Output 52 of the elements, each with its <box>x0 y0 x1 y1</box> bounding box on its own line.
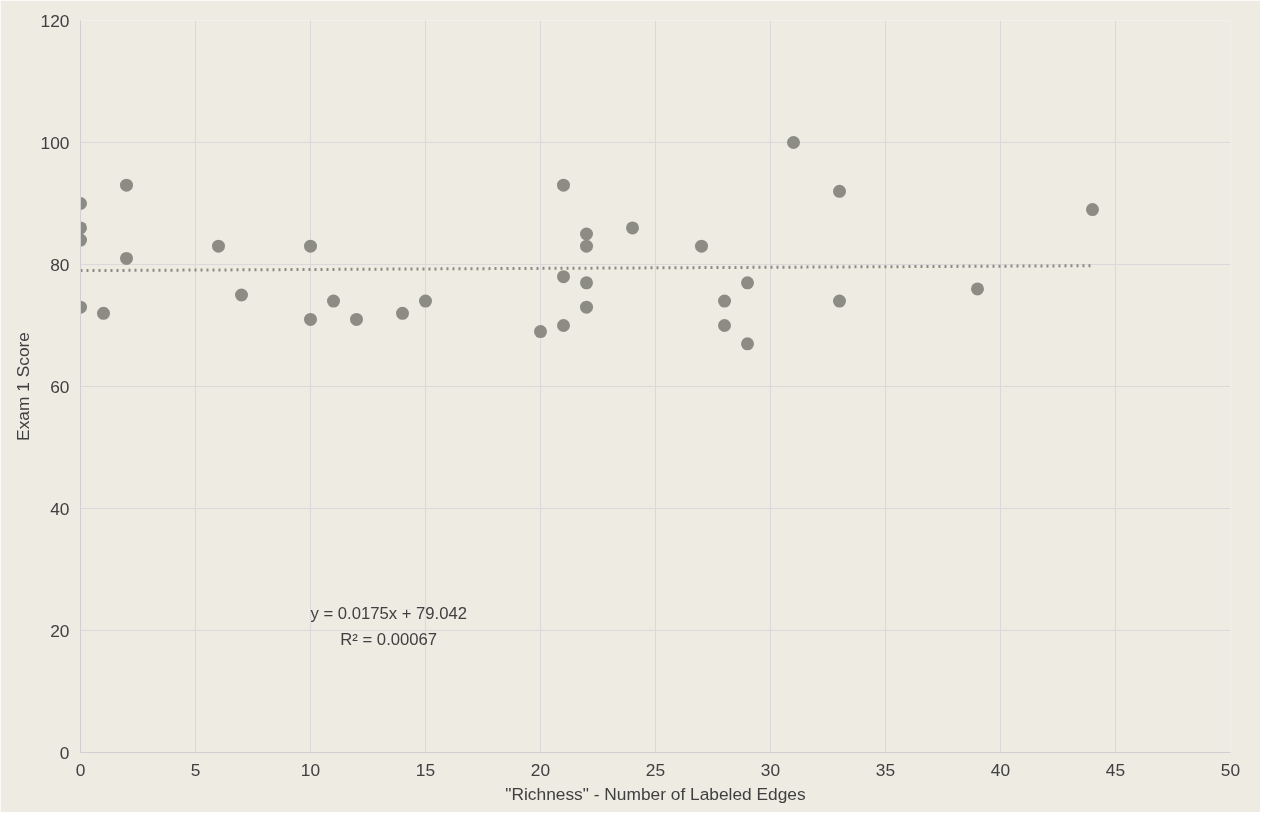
x-tick-label: 30 <box>760 759 781 780</box>
point <box>419 294 432 308</box>
point <box>741 337 754 351</box>
point <box>557 319 570 332</box>
point <box>833 184 846 198</box>
y-tick-label: 100 <box>40 132 70 153</box>
point <box>580 300 593 314</box>
y-tick-label: 40 <box>50 498 70 519</box>
point <box>97 306 110 320</box>
x-tick-label: 5 <box>190 759 201 780</box>
point <box>534 325 547 339</box>
y-tick-label: 120 <box>40 10 70 31</box>
x-tick-label: 0 <box>75 759 86 780</box>
point <box>396 306 409 320</box>
point <box>833 294 846 308</box>
point <box>580 276 593 290</box>
point <box>718 319 731 332</box>
x-tick-label: 10 <box>300 759 321 780</box>
y-tick-label: 0 <box>59 742 70 763</box>
point <box>787 136 800 149</box>
x-tick-label: 15 <box>415 759 436 780</box>
point <box>971 282 984 296</box>
y-tick-label: 60 <box>50 376 70 397</box>
point <box>626 221 639 235</box>
y-tick-label: 20 <box>50 620 70 641</box>
point <box>327 294 340 308</box>
point <box>695 239 708 253</box>
point <box>557 270 570 284</box>
x-tick-label: 25 <box>645 759 666 780</box>
point <box>120 251 133 265</box>
point <box>741 276 754 290</box>
point <box>120 178 133 192</box>
point <box>235 288 248 302</box>
x-tick-label: 45 <box>1105 759 1126 780</box>
point <box>304 312 317 326</box>
y-axis-title: Exam 1 Score <box>12 332 33 441</box>
point <box>350 312 363 326</box>
x-tick-label: 35 <box>875 759 896 780</box>
point <box>580 239 593 253</box>
point <box>718 294 731 308</box>
annotation: R² = 0.00067 <box>340 630 438 650</box>
point <box>304 239 317 253</box>
point <box>212 239 225 253</box>
y-tick-label: 80 <box>50 254 70 275</box>
point <box>557 178 570 192</box>
point <box>1086 203 1099 217</box>
x-tick-label: 50 <box>1220 759 1241 780</box>
annotation: y = 0.0175x + 79.042 <box>310 603 467 623</box>
point <box>580 227 593 241</box>
x-tick-label: 40 <box>990 759 1011 780</box>
x-tick-label: 20 <box>530 759 551 780</box>
x-axis-title: "Richness" - Number of Labeled Edges <box>505 783 806 804</box>
